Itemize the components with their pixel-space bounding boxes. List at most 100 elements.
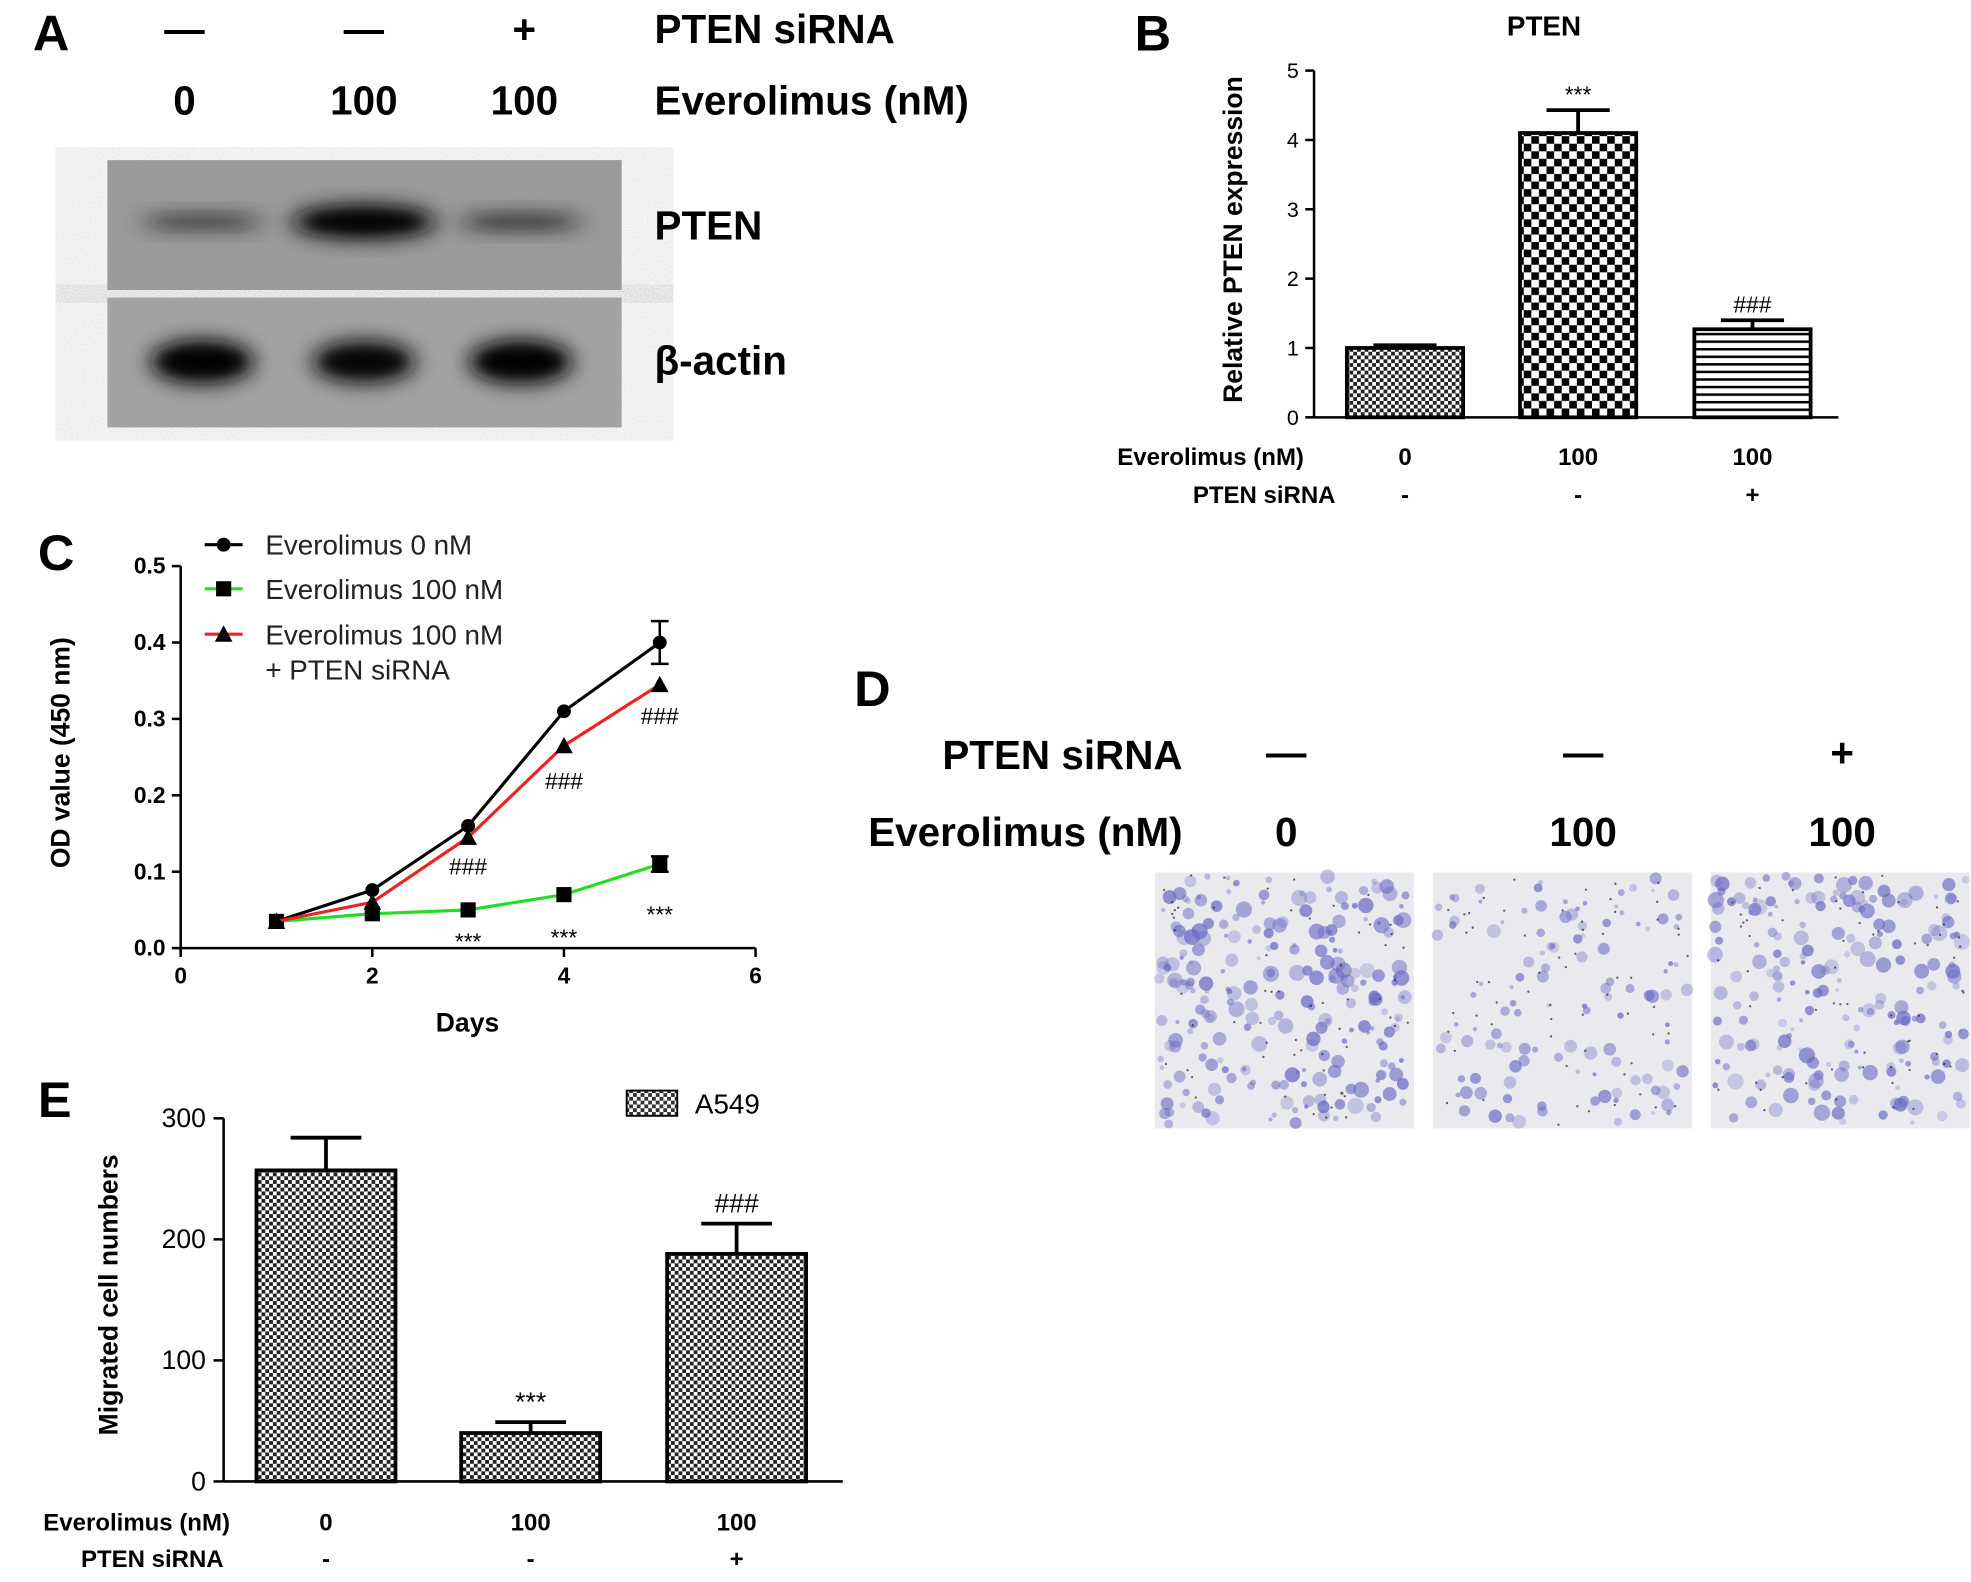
- membrane-pore: [1890, 1014, 1893, 1017]
- stained-cell: [1353, 1081, 1370, 1098]
- stained-cell: [1461, 1035, 1474, 1048]
- stained-cell: [1715, 876, 1730, 892]
- stained-cell: [1212, 1031, 1227, 1046]
- stained-cell: [1931, 1057, 1941, 1066]
- membrane-pore: [1322, 1069, 1325, 1072]
- stained-cell: [1513, 1008, 1522, 1017]
- stained-cell: [1162, 890, 1177, 904]
- panel-e-letter: E: [38, 1071, 72, 1128]
- membrane-pore: [1805, 1082, 1808, 1085]
- stained-cell: [1842, 1014, 1850, 1022]
- stained-cell: [1182, 907, 1195, 920]
- stained-cell: [1824, 959, 1840, 975]
- stained-cell: [1953, 931, 1960, 938]
- stained-cell: [1475, 883, 1485, 894]
- panel-a-western-blot: A — — + PTEN siRNA 0 100 100 Everolimus …: [33, 4, 969, 428]
- band-core-pten-lane-3: [470, 215, 571, 229]
- stained-cell: [1650, 1085, 1661, 1096]
- stained-cell: [1326, 886, 1332, 893]
- series-point: [652, 856, 668, 872]
- membrane-pore: [1191, 1024, 1194, 1027]
- stained-cell: [1874, 999, 1885, 1010]
- membrane-pore: [1330, 1106, 1333, 1109]
- stained-cell: [1715, 936, 1724, 945]
- membrane-pore: [1406, 1021, 1409, 1024]
- stained-cell: [1486, 924, 1501, 939]
- stained-cell: [1263, 928, 1274, 939]
- band-core-actin-lane-1: [162, 348, 242, 376]
- stained-cell: [1927, 981, 1937, 991]
- stained-cell: [1378, 1041, 1388, 1051]
- stained-cell: [1790, 1027, 1795, 1032]
- membrane-pore: [1177, 906, 1180, 909]
- membrane-pore: [1613, 910, 1617, 914]
- series-point: [459, 828, 477, 845]
- panel-c-significance: ###: [545, 768, 583, 794]
- stained-cell: [1859, 903, 1875, 919]
- panel-b-cond-dose: 100: [1558, 444, 1598, 471]
- stained-cell: [1896, 892, 1913, 909]
- membrane-pore: [1223, 876, 1226, 879]
- stained-cell: [1930, 1069, 1946, 1084]
- stained-cell: [1160, 1097, 1174, 1111]
- stained-cell: [1843, 894, 1856, 908]
- stained-cell: [1767, 927, 1778, 938]
- membrane-pore: [1212, 906, 1215, 909]
- stained-cell: [1279, 1079, 1289, 1090]
- stained-cell: [1435, 1043, 1446, 1054]
- band-core-pten-lane-2: [307, 211, 420, 233]
- stained-cell: [1781, 871, 1791, 881]
- panel-b-significance: ***: [1565, 82, 1592, 108]
- membrane-pore: [1791, 888, 1795, 892]
- membrane-pore: [1731, 901, 1734, 904]
- stained-cell: [1289, 944, 1300, 955]
- membrane-pore: [1186, 1069, 1189, 1072]
- membrane-pore: [1763, 1108, 1766, 1112]
- membrane-pore: [1346, 998, 1349, 1001]
- stained-cell: [1371, 878, 1378, 885]
- stained-cell: [1765, 1072, 1771, 1078]
- stained-cell: [1941, 915, 1955, 929]
- stained-cell: [1924, 1074, 1930, 1080]
- stained-cell: [1869, 894, 1878, 903]
- stained-cell: [1779, 956, 1791, 968]
- stained-cell: [1305, 1038, 1319, 1052]
- stained-cell: [1532, 1046, 1539, 1053]
- membrane-pore: [1601, 932, 1605, 936]
- stained-cell: [1712, 1082, 1719, 1089]
- membrane-pore: [1656, 918, 1659, 921]
- series-point: [461, 818, 476, 833]
- membrane-pore: [1576, 1105, 1579, 1108]
- stained-cell: [1877, 884, 1891, 898]
- panel-c-significance: ###: [449, 853, 487, 879]
- panel-c-line-chart: C OD value (450 nm) Days 0.0 0.1 0.2 0.3 0.4…: [38, 524, 762, 1037]
- membrane-pore: [1834, 876, 1837, 879]
- stained-cell: [1535, 900, 1548, 912]
- panel-b-bar: [1692, 327, 1813, 420]
- panel-c-x-tick-label: 2: [366, 962, 379, 988]
- membrane-pore: [1164, 1062, 1168, 1066]
- stained-cell: [1728, 1113, 1739, 1123]
- membrane-pore: [1339, 964, 1342, 967]
- membrane-pore: [1393, 1024, 1397, 1028]
- stained-cell: [1200, 1041, 1209, 1050]
- membrane-pore: [1293, 878, 1296, 881]
- stained-cell: [1214, 1095, 1225, 1105]
- stained-cell: [1345, 998, 1356, 1009]
- membrane-pore: [1935, 906, 1939, 909]
- membrane-pore: [1833, 966, 1837, 969]
- stained-cell: [1314, 944, 1328, 958]
- series-point: [555, 736, 573, 754]
- membrane-pore: [1639, 1093, 1642, 1096]
- stained-cell: [1347, 1097, 1364, 1115]
- panel-e-significance: ***: [515, 1387, 546, 1417]
- stained-cell: [1270, 941, 1279, 951]
- stained-cell: [1478, 899, 1483, 904]
- stained-cell: [1813, 1104, 1831, 1121]
- stained-cell: [1172, 924, 1186, 938]
- stained-cell: [1862, 1064, 1878, 1081]
- panel-e-row2-label: PTEN siRNA: [81, 1546, 224, 1573]
- stained-cell: [1751, 899, 1768, 916]
- micrograph-3: [1707, 871, 1970, 1129]
- stained-cell: [1431, 929, 1444, 941]
